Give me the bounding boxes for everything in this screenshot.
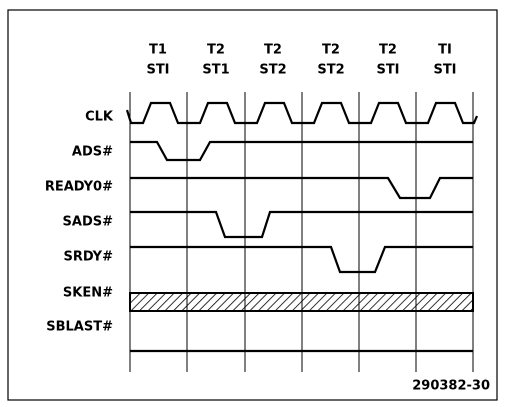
clk-wave bbox=[125, 101, 479, 125]
signal-label: SBLAST# bbox=[46, 320, 113, 335]
ads-wave bbox=[130, 140, 473, 162]
state: T2 bbox=[322, 43, 340, 58]
state: T2 bbox=[264, 43, 282, 58]
state: T1 bbox=[149, 43, 167, 58]
substate: ST2 bbox=[259, 63, 286, 78]
state: TI bbox=[438, 43, 452, 58]
signal-labels: CLK ADS# READY0# SADS# SRDY# SKEN# SBLAS… bbox=[45, 110, 114, 335]
substate: STI bbox=[146, 63, 169, 78]
ready0-wave bbox=[130, 176, 473, 200]
substate: ST1 bbox=[202, 63, 229, 78]
figure-id: 290382-30 bbox=[412, 379, 490, 394]
state: T2 bbox=[207, 43, 225, 58]
column-headers: T1 STI T2 ST1 T2 ST2 T2 ST2 T2 STI TI ST… bbox=[146, 43, 456, 78]
signal-label: SKEN# bbox=[63, 286, 113, 301]
substate: STI bbox=[376, 63, 399, 78]
frame bbox=[7, 9, 498, 401]
grid bbox=[129, 92, 474, 372]
srdy-wave bbox=[130, 245, 473, 274]
sads-wave bbox=[130, 210, 473, 239]
state: T2 bbox=[379, 43, 397, 58]
signal-label: SRDY# bbox=[63, 250, 113, 265]
signal-label: SADS# bbox=[63, 215, 114, 230]
signal-label: CLK bbox=[85, 110, 114, 125]
sken-hatched bbox=[129, 292, 474, 312]
substate: STI bbox=[433, 63, 456, 78]
signal-label: READY0# bbox=[45, 180, 113, 195]
substate: ST2 bbox=[317, 63, 344, 78]
signal-label: ADS# bbox=[72, 145, 113, 160]
